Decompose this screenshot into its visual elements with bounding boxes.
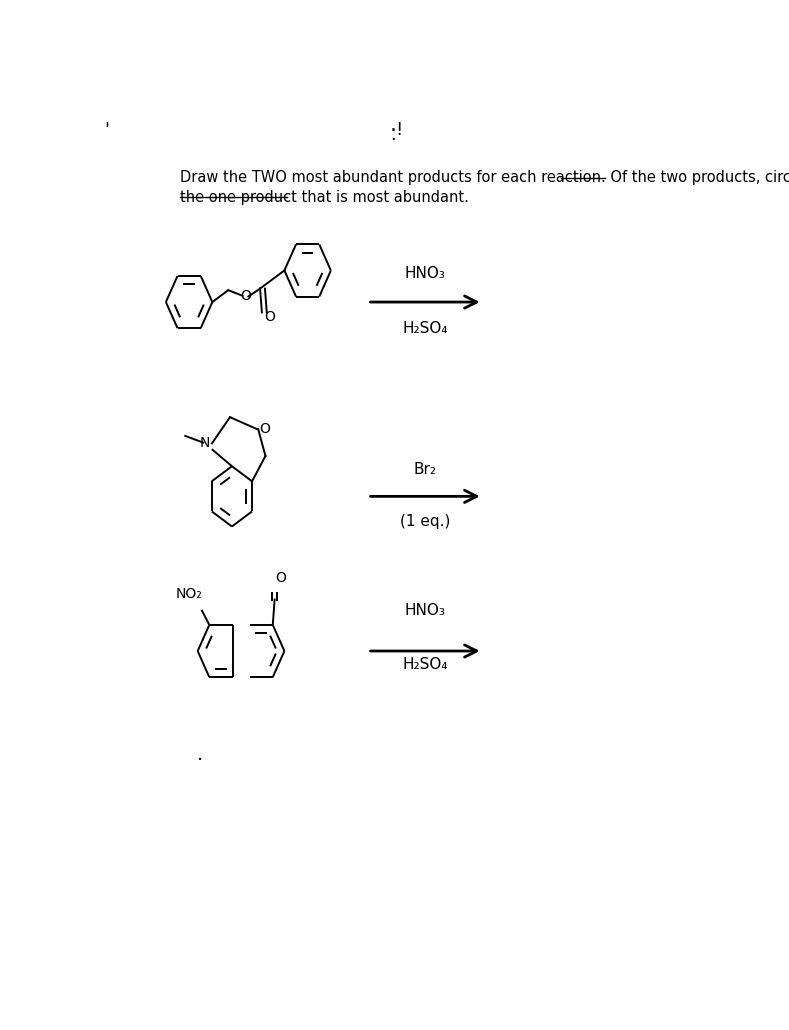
Text: HNO₃: HNO₃ xyxy=(405,603,446,618)
Text: Br₂: Br₂ xyxy=(413,461,436,477)
Text: NO₂: NO₂ xyxy=(175,587,202,602)
Text: O: O xyxy=(264,310,275,324)
Text: HNO₃: HNO₃ xyxy=(405,266,446,280)
Text: .: . xyxy=(390,127,395,144)
Text: the one product that is most abundant.: the one product that is most abundant. xyxy=(180,191,469,205)
Text: (1 eq.): (1 eq.) xyxy=(400,514,451,528)
Text: H₂SO₄: H₂SO₄ xyxy=(402,657,448,673)
Text: Draw the TWO most abundant products for each reaction. Of the two products, circ: Draw the TWO most abundant products for … xyxy=(180,170,789,185)
Text: !: ! xyxy=(395,121,402,139)
Text: O: O xyxy=(275,572,286,585)
Text: H₂SO₄: H₂SO₄ xyxy=(402,321,448,336)
Text: O: O xyxy=(259,422,270,436)
Text: N: N xyxy=(200,436,211,450)
Text: .: . xyxy=(196,745,203,763)
Text: O: O xyxy=(240,289,251,304)
Text: ': ' xyxy=(105,121,110,139)
Text: .: . xyxy=(390,114,397,135)
